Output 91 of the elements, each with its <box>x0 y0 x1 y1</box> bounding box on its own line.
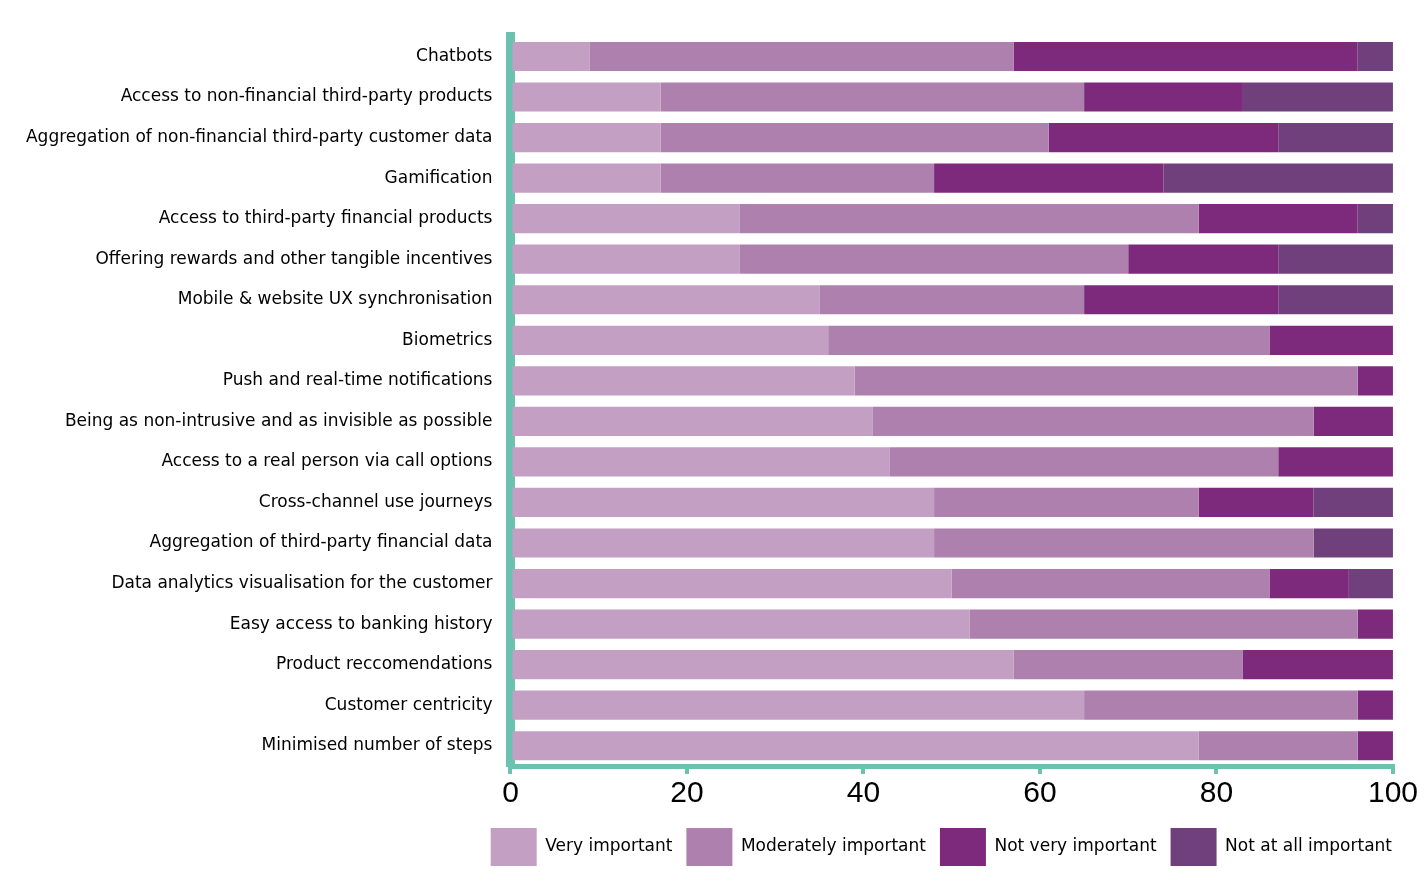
bar <box>512 366 855 396</box>
y-tick-label: Mobile & website UX synchronisation <box>177 288 493 309</box>
y-tick-label: Biometrics <box>402 328 493 349</box>
bar <box>1313 406 1393 436</box>
legend-label: Moderately important <box>740 835 927 856</box>
bar <box>1128 244 1279 274</box>
y-tick-label: Minimised number of steps <box>261 734 493 755</box>
bar <box>512 568 952 599</box>
bar <box>1048 122 1279 153</box>
legend-label: Not very important <box>994 835 1157 856</box>
y-tick-label: Offering rewards and other tangible incentives <box>95 247 493 268</box>
bar <box>512 41 590 72</box>
bar <box>1084 690 1358 720</box>
bar <box>512 447 890 477</box>
bar <box>1278 447 1393 477</box>
y-tick-label: Data analytics visualisation for the customer <box>111 571 493 592</box>
bar <box>1357 690 1393 720</box>
bar <box>1357 609 1393 639</box>
y-tick-label: Aggregation of non-financial third-party customer data <box>25 125 493 146</box>
bar <box>660 122 1049 153</box>
bar <box>512 163 661 193</box>
bar <box>1242 82 1393 112</box>
bar <box>512 204 740 234</box>
legend-label: Not at all important <box>1225 835 1393 856</box>
bar <box>512 731 1199 761</box>
bar <box>1357 204 1393 234</box>
bar <box>1348 568 1393 599</box>
x-tick-label: 0 <box>502 775 519 809</box>
bar <box>934 163 1164 193</box>
bar <box>512 244 740 274</box>
bar <box>1013 650 1243 680</box>
bar <box>1269 568 1349 599</box>
bar <box>1269 325 1393 355</box>
x-tick-label: 20 <box>670 775 704 809</box>
bar <box>1313 487 1393 518</box>
bar <box>739 204 1199 234</box>
bar <box>828 325 1270 355</box>
bar <box>1357 366 1393 396</box>
y-tick-label: Gamification <box>384 166 493 187</box>
bar <box>512 82 661 112</box>
bar <box>872 406 1314 436</box>
bar <box>589 41 1014 72</box>
bar <box>512 650 1014 680</box>
y-tick-label: Customer centricity <box>324 693 493 714</box>
bar <box>512 528 935 558</box>
bar <box>512 285 820 315</box>
y-tick-label: Access to third-party financial products <box>158 207 493 228</box>
y-tick-label: Access to a real person via call options <box>161 450 493 471</box>
x-tick-label: 100 <box>1367 775 1418 809</box>
bar <box>934 528 1314 558</box>
bar <box>660 163 935 193</box>
bar <box>1084 82 1243 112</box>
x-tick-label: 60 <box>1023 775 1057 809</box>
bar <box>512 406 873 436</box>
bar <box>1357 731 1393 761</box>
bar <box>1357 41 1393 72</box>
bar <box>660 82 1085 112</box>
bar <box>1313 528 1393 558</box>
y-tick-label: Being as non-intrusive and as invisible as possible <box>64 409 493 430</box>
x-tick-label: 40 <box>846 775 881 809</box>
y-tick-label: Push and real-time notifications <box>222 369 493 390</box>
bar <box>1242 650 1393 680</box>
legend-label: Very important <box>545 835 673 856</box>
y-tick-label: Chatbots <box>416 44 493 65</box>
bar <box>512 609 970 639</box>
bar <box>1198 731 1358 761</box>
bar <box>512 122 661 153</box>
bar <box>1084 285 1279 315</box>
bar <box>512 325 829 355</box>
bar <box>1013 41 1358 72</box>
bar <box>969 609 1358 639</box>
bar <box>934 487 1199 518</box>
x-tick-label: 80 <box>1199 775 1234 809</box>
bar <box>1278 122 1393 153</box>
y-tick-label: Aggregation of third-party financial data <box>149 531 493 552</box>
y-tick-label: Easy access to banking history <box>229 612 493 633</box>
bar <box>1198 487 1314 518</box>
y-tick-label: Cross-channel use journeys <box>258 490 493 511</box>
bar <box>854 366 1358 396</box>
bar <box>1198 204 1358 234</box>
bar <box>1163 163 1393 193</box>
bar <box>1278 244 1393 274</box>
bar <box>819 285 1085 315</box>
bar <box>951 568 1270 599</box>
bar <box>512 487 935 518</box>
bar <box>889 447 1279 477</box>
y-tick-label: Access to non-financial third-party products <box>120 85 493 106</box>
bar <box>512 690 1085 720</box>
y-tick-label: Product reccomendations <box>275 653 493 674</box>
bar <box>739 244 1129 274</box>
bar <box>1278 285 1393 315</box>
